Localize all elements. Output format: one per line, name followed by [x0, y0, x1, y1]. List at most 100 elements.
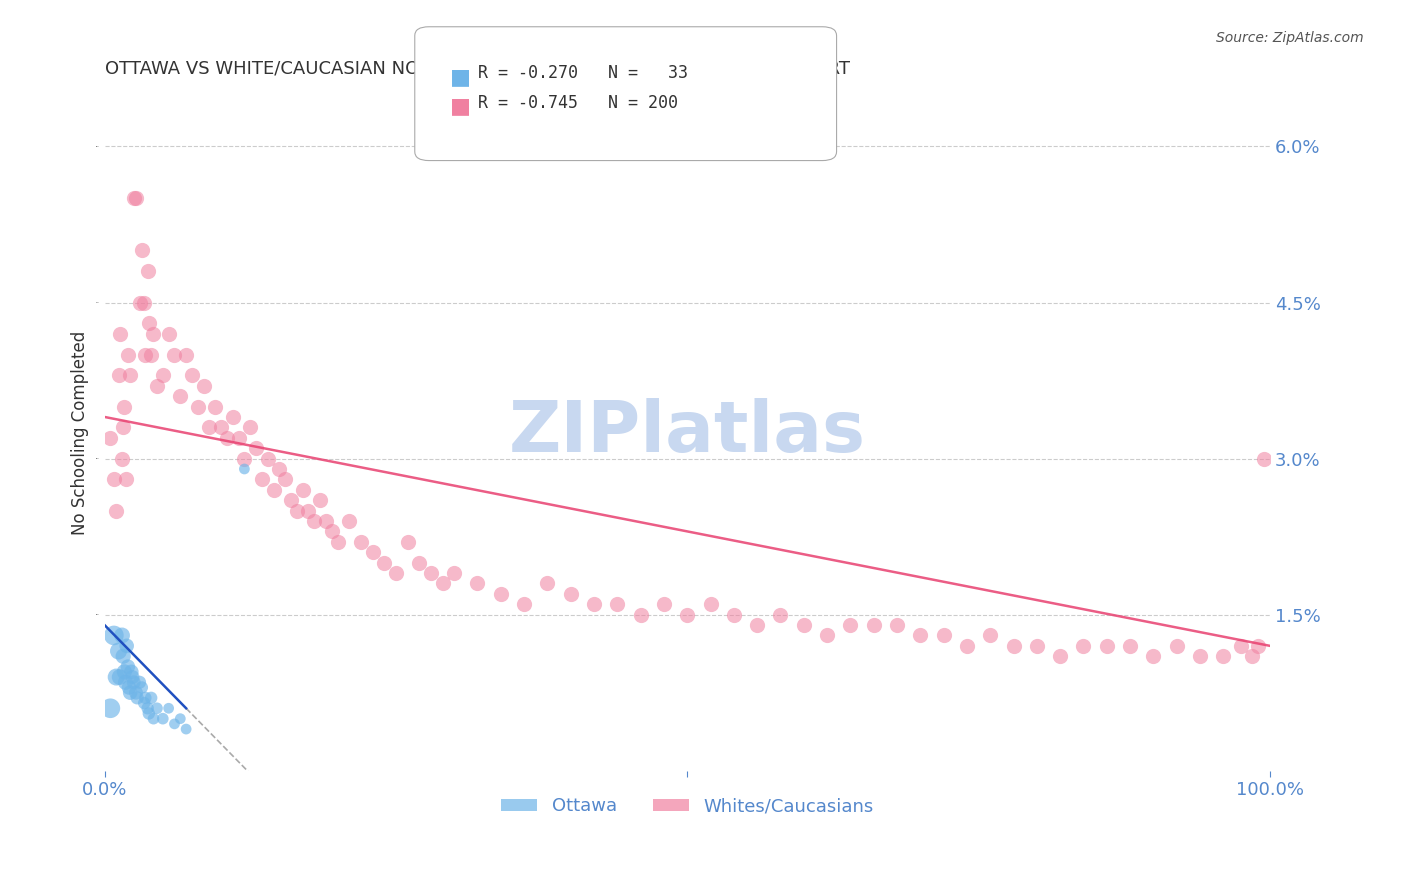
- Point: [606, 597, 628, 611]
- Point: [134, 295, 156, 310]
- Point: [134, 347, 156, 361]
- Point: [699, 597, 721, 611]
- Point: [228, 431, 250, 445]
- Point: [536, 576, 558, 591]
- Point: [956, 639, 979, 653]
- Point: [1189, 649, 1212, 664]
- Point: [128, 295, 150, 310]
- Point: [793, 618, 815, 632]
- Point: [467, 576, 489, 591]
- Point: [122, 192, 145, 206]
- Point: [239, 420, 262, 434]
- Point: [138, 706, 160, 721]
- Point: [513, 597, 536, 611]
- Point: [291, 483, 314, 497]
- Point: [747, 618, 769, 632]
- Point: [361, 545, 384, 559]
- Point: [121, 670, 143, 684]
- Point: [304, 514, 326, 528]
- Text: Source: ZipAtlas.com: Source: ZipAtlas.com: [1216, 31, 1364, 45]
- Point: [1241, 649, 1264, 664]
- Point: [105, 670, 128, 684]
- Point: [1002, 639, 1025, 653]
- Point: [163, 347, 186, 361]
- Point: [269, 462, 291, 476]
- Y-axis label: No Schooling Completed: No Schooling Completed: [72, 330, 89, 534]
- Text: ZIPlatlas: ZIPlatlas: [509, 398, 866, 467]
- Point: [142, 712, 165, 726]
- Point: [169, 712, 191, 726]
- Point: [131, 681, 153, 695]
- Point: [107, 644, 129, 658]
- Point: [408, 556, 430, 570]
- Point: [285, 503, 308, 517]
- Point: [1212, 649, 1234, 664]
- Point: [256, 451, 278, 466]
- Point: [120, 665, 142, 679]
- Point: [146, 701, 169, 715]
- Point: [222, 409, 245, 424]
- Point: [233, 451, 256, 466]
- Point: [309, 493, 332, 508]
- Point: [169, 389, 191, 403]
- Point: [125, 192, 148, 206]
- Point: [174, 347, 197, 361]
- Point: [432, 576, 454, 591]
- Point: [127, 690, 149, 705]
- Point: [117, 347, 139, 361]
- Point: [209, 420, 232, 434]
- Point: [117, 659, 139, 673]
- Point: [128, 675, 150, 690]
- Point: [142, 326, 165, 341]
- Point: [118, 681, 141, 695]
- Point: [1142, 649, 1164, 664]
- Point: [769, 607, 792, 622]
- Point: [134, 690, 156, 705]
- Point: [120, 368, 142, 383]
- Point: [193, 378, 215, 392]
- Point: [815, 628, 838, 642]
- Point: [174, 722, 197, 736]
- Point: [131, 244, 153, 258]
- Point: [204, 400, 226, 414]
- Point: [100, 701, 122, 715]
- Point: [108, 326, 131, 341]
- Point: [373, 556, 395, 570]
- Point: [125, 686, 148, 700]
- Text: ■: ■: [450, 67, 471, 87]
- Point: [187, 400, 209, 414]
- Point: [419, 566, 441, 580]
- Point: [280, 493, 302, 508]
- Text: OTTAWA VS WHITE/CAUCASIAN NO SCHOOLING COMPLETED CORRELATION CHART: OTTAWA VS WHITE/CAUCASIAN NO SCHOOLING C…: [104, 60, 849, 78]
- Point: [1230, 639, 1253, 653]
- Point: [114, 675, 136, 690]
- Point: [136, 701, 159, 715]
- Point: [112, 400, 135, 414]
- Point: [198, 420, 221, 434]
- Point: [1073, 639, 1095, 653]
- Point: [100, 431, 122, 445]
- Point: [979, 628, 1001, 642]
- Point: [138, 316, 160, 330]
- Point: [326, 534, 349, 549]
- Point: [136, 264, 159, 278]
- Point: [396, 534, 419, 549]
- Point: [337, 514, 360, 528]
- Point: [114, 472, 136, 486]
- Point: [630, 607, 652, 622]
- Text: R = -0.745   N = 200: R = -0.745 N = 200: [478, 94, 678, 112]
- Point: [1119, 639, 1142, 653]
- Point: [112, 420, 135, 434]
- Point: [111, 628, 134, 642]
- Text: ■: ■: [450, 96, 471, 116]
- Point: [146, 378, 169, 392]
- Point: [1247, 639, 1270, 653]
- Point: [107, 368, 129, 383]
- Point: [385, 566, 408, 580]
- Point: [723, 607, 745, 622]
- Legend: Ottawa, Whites/Caucasians: Ottawa, Whites/Caucasians: [494, 790, 880, 822]
- Point: [321, 524, 343, 539]
- Point: [181, 368, 204, 383]
- Point: [862, 618, 884, 632]
- Point: [910, 628, 932, 642]
